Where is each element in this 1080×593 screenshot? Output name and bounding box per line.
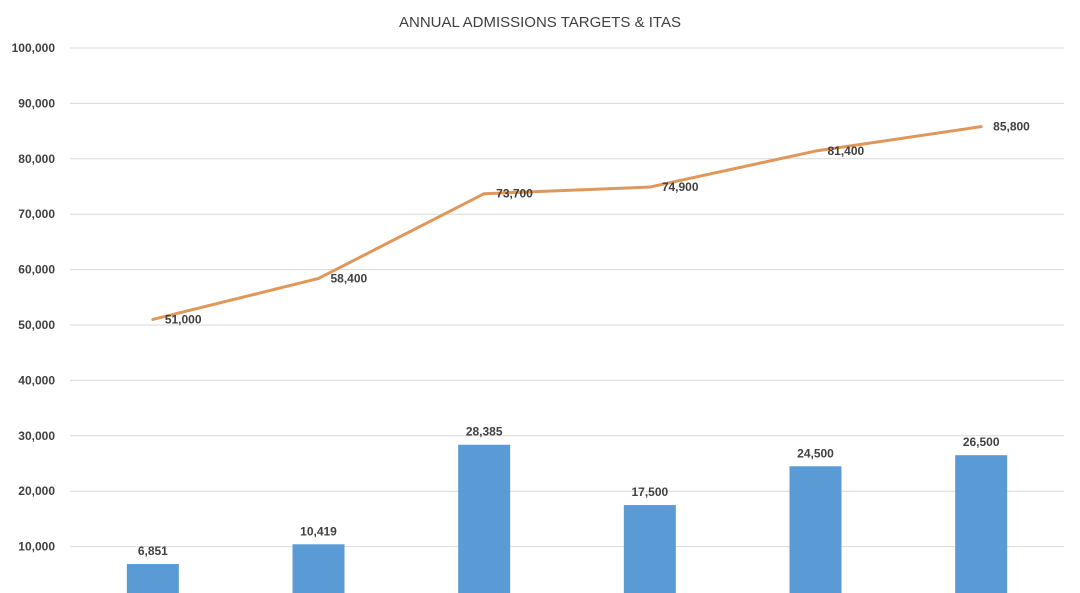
bar-data-label: 17,500 bbox=[631, 485, 668, 499]
line-point bbox=[317, 276, 320, 280]
bar bbox=[955, 455, 1008, 593]
gridlines bbox=[70, 47, 1064, 548]
bar bbox=[458, 444, 511, 593]
bar-data-label: 24,500 bbox=[797, 446, 834, 460]
bar-series bbox=[126, 444, 1008, 593]
line-point bbox=[814, 149, 817, 153]
y-tick-label: 100,000 bbox=[12, 41, 56, 55]
y-axis-tick-labels: 10,000 20,000 30,000 40,000 50,000 60,000 70,0… bbox=[12, 41, 56, 554]
bar-data-label: 26,500 bbox=[963, 435, 1000, 449]
line-data-label: 74,900 bbox=[662, 180, 699, 194]
y-tick-label: 60,000 bbox=[18, 263, 55, 277]
line-path bbox=[152, 125, 982, 321]
line-data-label: 85,800 bbox=[993, 120, 1030, 134]
line-data-label: 58,400 bbox=[331, 271, 368, 285]
line-point bbox=[648, 185, 652, 189]
line-point bbox=[979, 125, 983, 129]
bar-data-label: 10,419 bbox=[300, 524, 337, 538]
line-data-label: 73,700 bbox=[496, 187, 533, 201]
line-data-label: 51,000 bbox=[165, 312, 202, 326]
y-tick-label: 50,000 bbox=[18, 318, 55, 332]
chart-title: ANNUAL ADMISSIONS TARGETS & ITAS bbox=[399, 14, 681, 31]
line-point bbox=[151, 317, 155, 321]
y-tick-label: 10,000 bbox=[18, 540, 55, 554]
data-labels: 6,851 10,419 28,385 17,500 24,500 26,500 51,00… bbox=[138, 120, 1030, 558]
y-tick-label: 40,000 bbox=[18, 373, 55, 387]
bar bbox=[789, 466, 842, 593]
y-tick-label: 90,000 bbox=[18, 96, 55, 110]
bar-data-label: 28,385 bbox=[466, 425, 503, 439]
line-point bbox=[482, 192, 486, 196]
bar bbox=[126, 564, 179, 593]
line-series bbox=[151, 125, 983, 321]
bar bbox=[623, 505, 676, 593]
y-tick-label: 80,000 bbox=[18, 152, 55, 166]
y-tick-label: 20,000 bbox=[18, 484, 55, 498]
line-data-label: 81,400 bbox=[828, 144, 865, 158]
bar bbox=[292, 544, 345, 593]
bar-data-label: 6,851 bbox=[138, 544, 168, 558]
y-tick-label: 30,000 bbox=[18, 429, 55, 443]
y-tick-label: 70,000 bbox=[18, 207, 55, 221]
